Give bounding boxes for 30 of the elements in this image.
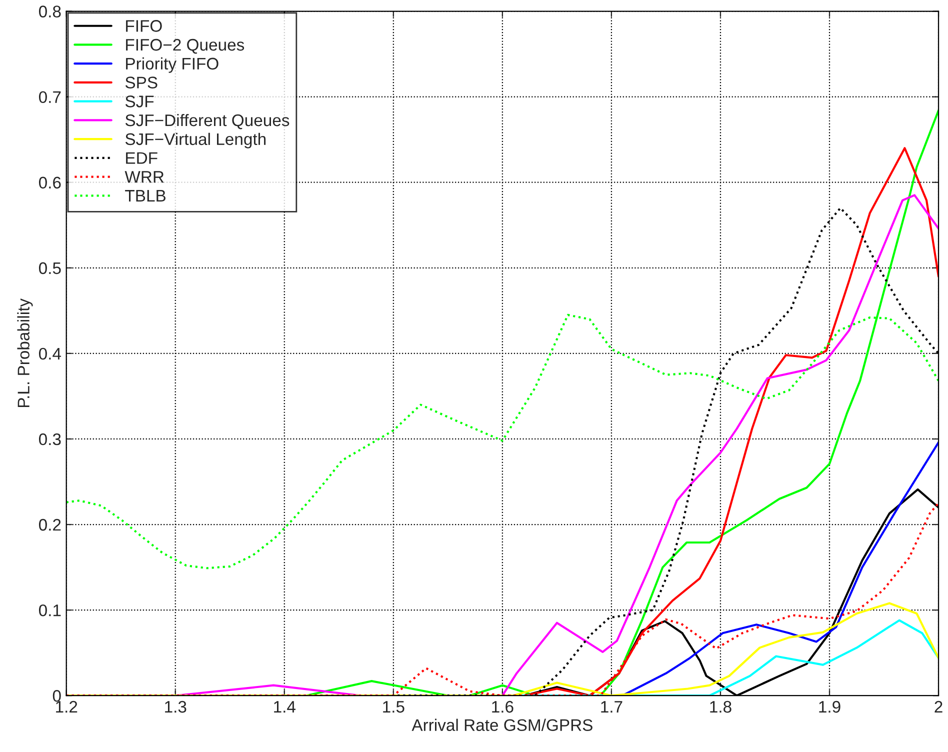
legend-label: Priority FIFO [126, 57, 218, 73]
x-tick-label: 1.4 [274, 701, 296, 713]
y-tick-label: 0.6 [38, 176, 61, 189]
y-tick-label: 0.4 [38, 348, 62, 360]
y-tick-label: 0 [52, 690, 61, 702]
legend-label: SJF [125, 96, 154, 108]
y-axis-title: P.L. Probability [17, 298, 33, 408]
x-tick-label: 1.2 [56, 700, 78, 713]
legend-label: WRR [124, 171, 164, 183]
legend-label: FIFO [126, 20, 162, 32]
x-tick-label: 1.3 [165, 700, 186, 713]
x-axis-title: Arrival Rate GSM/GPRS [412, 718, 592, 732]
y-tick-label: 0.7 [38, 91, 61, 104]
y-tick-label: 0.8 [38, 6, 61, 18]
legend-label: SJF−Virtual Length [125, 132, 266, 148]
x-tick-label: 1.6 [492, 700, 514, 713]
x-tick-label: 1.9 [819, 700, 840, 713]
legend-label: TBLB [125, 190, 166, 202]
x-tick-label: 1.5 [383, 701, 404, 713]
x-tick-label: 2 [934, 700, 942, 713]
legend-label: FIFO−2 Queues [126, 38, 244, 54]
legend-label: SJF−Different Queues [125, 114, 290, 130]
x-tick-label: 1.8 [710, 700, 732, 713]
y-tick-label: 0.5 [38, 262, 61, 274]
x-tick-label: 1.7 [601, 701, 622, 713]
y-tick-label: 0.3 [38, 433, 61, 446]
y-tick-label: 0.2 [38, 518, 61, 531]
legend-label: SPS [125, 76, 158, 88]
y-tick-label: 0.1 [38, 604, 61, 616]
legend-label: EDF [126, 152, 158, 164]
